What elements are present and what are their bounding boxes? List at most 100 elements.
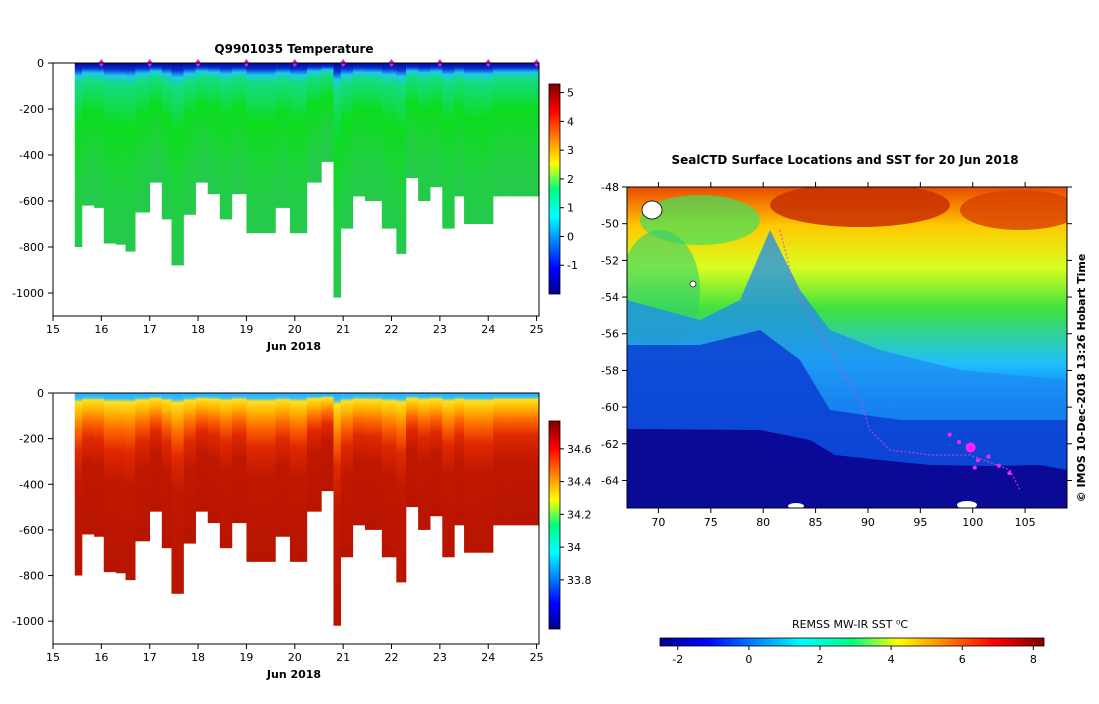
sst-map-x-ticks: 70 75 80 85 90 95 100 105 <box>651 182 1036 529</box>
profile-cell <box>74 63 83 247</box>
profile-cell <box>207 63 221 195</box>
sst-colorbar <box>659 637 1045 647</box>
x-tick-label: 22 <box>385 651 399 664</box>
y-tick-label: 0 <box>37 387 44 400</box>
y-tick-label: -600 <box>19 195 44 208</box>
profile-cell <box>352 393 366 526</box>
y-tick-label: -58 <box>601 364 619 377</box>
y-tick-label: -1000 <box>12 615 44 628</box>
y-tick-label: -54 <box>601 291 619 304</box>
profile-cell <box>340 63 354 229</box>
seal-locations <box>947 432 1012 476</box>
x-tick-label: 85 <box>809 516 823 529</box>
profile-cell <box>442 393 455 558</box>
profile-cell <box>364 393 383 530</box>
salinity-x-ticks: 15 16 17 18 19 20 21 22 23 24 25 <box>46 644 544 664</box>
colorbar-tick-label: -2 <box>672 653 683 666</box>
temperature-x-label: Jun 2018 <box>266 340 321 353</box>
profile-cell <box>149 393 163 512</box>
colorbar-tick-label: 8 <box>1030 653 1037 666</box>
sea-ice-region <box>627 429 1067 508</box>
y-tick-label: -50 <box>601 218 619 231</box>
seal-track <box>779 229 1021 491</box>
x-tick-label: 22 <box>385 323 399 336</box>
profile-cell <box>246 393 262 562</box>
y-tick-label: -1000 <box>12 287 44 300</box>
profile-cell <box>396 393 407 583</box>
profile-cell <box>94 63 105 208</box>
profile-cell <box>207 393 221 524</box>
x-tick-label: 24 <box>481 651 495 664</box>
land-patch <box>957 501 977 508</box>
x-tick-label: 19 <box>239 323 253 336</box>
temperature-profile-cells <box>74 63 540 298</box>
x-tick-label: 18 <box>191 323 205 336</box>
x-tick-label: 19 <box>239 651 253 664</box>
y-tick-label: -200 <box>19 103 44 116</box>
island-kerguelen <box>641 200 663 220</box>
x-tick-label: 16 <box>94 323 108 336</box>
x-tick-label: 20 <box>288 323 302 336</box>
seal-location-point <box>1007 471 1012 476</box>
salinity-plot-frame <box>52 392 540 645</box>
profile-cell <box>231 63 247 195</box>
profile-cell <box>442 63 455 229</box>
profile-cell <box>396 63 407 254</box>
profile-cell <box>115 393 126 574</box>
y-tick-label: -64 <box>601 474 619 487</box>
island-heard <box>689 280 697 288</box>
colorbar-tick-label: 0 <box>567 230 574 243</box>
profile-cell <box>275 63 291 208</box>
profile-cell <box>418 63 431 201</box>
sst-colorbar-label: REMSS MW-IR SST ⁰C <box>792 618 908 631</box>
seal-location-point <box>986 454 991 459</box>
profile-cell <box>381 393 397 558</box>
profile-cell <box>125 393 136 581</box>
x-tick-label: 17 <box>143 323 157 336</box>
profile-cell <box>364 63 383 201</box>
colorbar-tick-label: 33.8 <box>567 574 592 587</box>
profile-cell <box>115 63 126 245</box>
seal-location-point <box>972 465 977 470</box>
profile-cell <box>430 393 443 517</box>
x-tick-label: 16 <box>94 651 108 664</box>
seal-location-point <box>957 439 962 444</box>
y-tick-label: -62 <box>601 438 619 451</box>
x-tick-label: 18 <box>191 651 205 664</box>
y-tick-label: -200 <box>19 433 44 446</box>
profile-cell <box>103 393 117 573</box>
sst-field <box>627 187 1067 508</box>
profile-cell <box>183 393 196 544</box>
x-tick-label: 23 <box>433 323 447 336</box>
temperature-colorbar <box>548 83 561 295</box>
profile-cell <box>260 63 276 234</box>
y-tick-label: -56 <box>601 328 619 341</box>
x-tick-label: 15 <box>46 323 60 336</box>
profile-cell <box>306 393 322 512</box>
profile-cell <box>306 63 322 183</box>
salinity-section-plot: 15 16 17 18 19 20 21 22 23 24 25 0 -200 -400 -600 -800… <box>12 387 591 681</box>
salinity-colorbar-ticks: 34.6 34.4 34.2 34 33.8 <box>560 443 592 587</box>
profile-cell <box>333 63 342 298</box>
profile-cell <box>289 63 308 234</box>
x-tick-label: 15 <box>46 651 60 664</box>
profile-cell <box>195 393 209 512</box>
colorbar-tick-label: 34.6 <box>567 443 592 456</box>
colorbar-tick-label: 2 <box>817 653 824 666</box>
x-tick-label: 105 <box>1015 516 1036 529</box>
profile-cell <box>149 63 163 183</box>
x-tick-label: 20 <box>288 651 302 664</box>
profile-cell <box>231 393 247 524</box>
y-tick-label: -800 <box>19 570 44 583</box>
seal-location-point <box>965 442 976 453</box>
x-tick-label: 25 <box>530 323 544 336</box>
salinity-x-label: Jun 2018 <box>266 668 321 681</box>
warm-water-patch <box>960 190 1067 230</box>
profile-cell <box>321 63 334 162</box>
y-tick-label: -400 <box>19 478 44 491</box>
profile-cell <box>219 393 233 549</box>
y-tick-label: -60 <box>601 401 619 414</box>
temperature-plot-title: Q9901035 Temperature <box>214 42 373 56</box>
profile-cell <box>183 63 196 215</box>
